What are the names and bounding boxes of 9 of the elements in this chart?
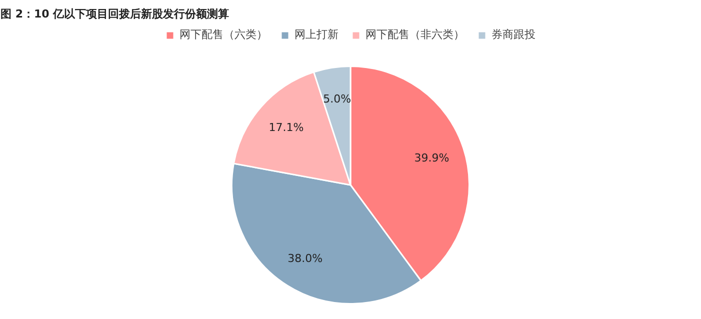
legend-label: 券商跟投 [492,27,536,42]
data-label: 38.0% [288,252,323,266]
legend-label: 网下配售（六类） [180,27,268,42]
legend-label: 网上打新 [294,27,338,42]
data-label: 5.0% [323,92,352,106]
chart-title: 图 2：10 亿以下项目回拨后新股发行份额测算 [0,8,230,20]
data-label: 39.9% [414,151,450,164]
data-label: 17.1% [268,121,304,134]
legend-label: 网下配售（非六类） [366,27,464,42]
